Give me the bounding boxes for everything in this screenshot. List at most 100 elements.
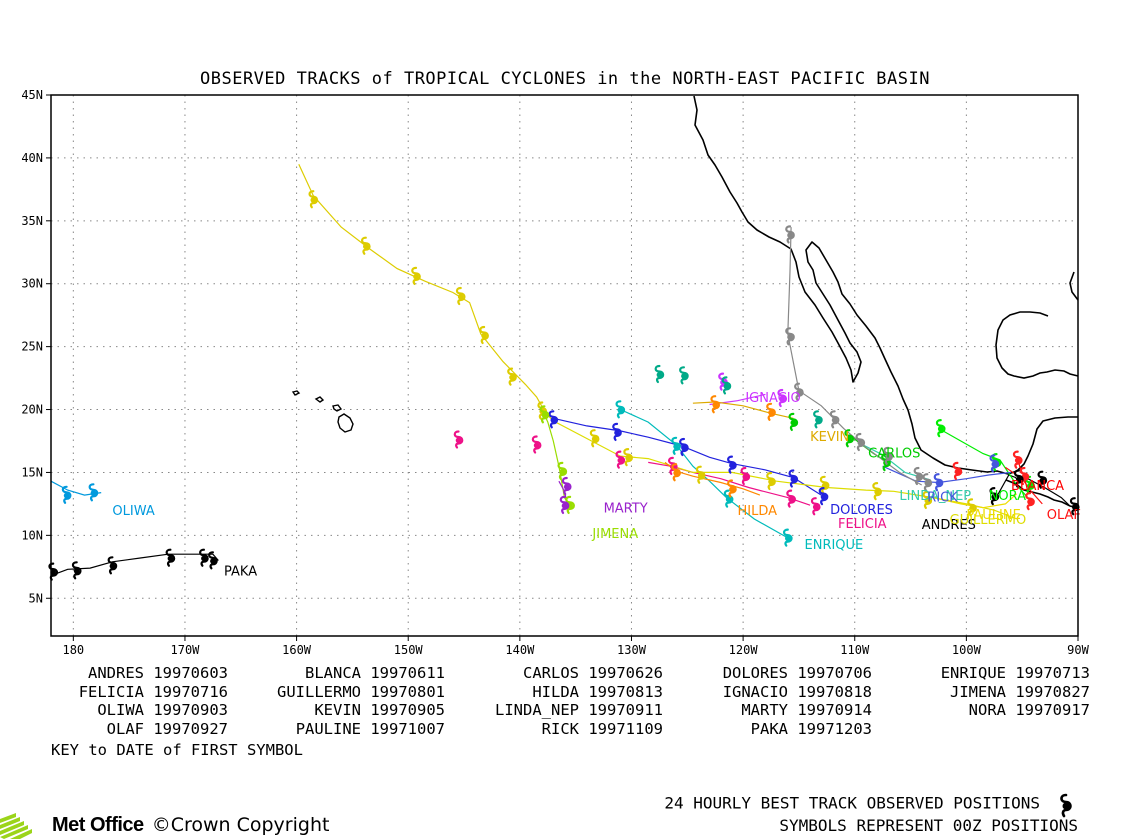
lon-tick-label: 110W bbox=[840, 643, 870, 657]
lat-tick-label: 15N bbox=[21, 465, 43, 479]
key-row: OLAF 19970927 PAULINE 19971007 RICK 199711… bbox=[106, 720, 872, 739]
cyclone-symbol-icon bbox=[548, 410, 559, 429]
cyclone-symbol-icon bbox=[615, 400, 626, 419]
cyclone-symbol-icon bbox=[623, 448, 633, 467]
lat-tick-label: 25N bbox=[21, 340, 43, 354]
cyclone-symbol-icon bbox=[411, 266, 421, 285]
cyclone-symbol-icon bbox=[989, 454, 1000, 473]
lat-tick-label: 10N bbox=[21, 528, 43, 542]
cyclone-symbol-icon bbox=[1037, 470, 1048, 489]
track-map: ANDRES BLANCA CARLOS DOLORES ENRIQUE FELICIA G… bbox=[21, 88, 1089, 657]
lon-tick-label: 90W bbox=[1067, 643, 1089, 657]
cyclone-symbol-icon bbox=[559, 495, 570, 514]
lon-tick-label: 160W bbox=[282, 643, 312, 657]
cyclone-symbol-icon bbox=[531, 435, 542, 454]
cyclone-symbol-icon bbox=[208, 551, 218, 570]
cyclone-symbol-icon bbox=[786, 489, 796, 508]
cyclone-symbol-icon bbox=[615, 450, 626, 469]
copyright-text: ©Crown Copyright bbox=[151, 814, 330, 836]
cyclone-symbol-icon bbox=[679, 437, 689, 457]
cyclone-symbol-icon bbox=[952, 461, 963, 480]
cyclone-symbol-icon bbox=[766, 402, 776, 421]
cyclone-symbol-icon bbox=[199, 548, 209, 567]
cyclone-symbol-icon bbox=[777, 388, 788, 408]
cyclone-symbol-icon bbox=[922, 473, 933, 492]
cyclone-symbol-icon bbox=[671, 463, 681, 482]
met-office-logo-icon bbox=[0, 813, 32, 839]
cyclone-symbol-icon bbox=[557, 461, 568, 480]
track-line bbox=[932, 493, 1018, 509]
storm-label: MARTY bbox=[604, 502, 648, 517]
tracks-layer bbox=[50, 163, 1070, 577]
storm-label: DOLORES bbox=[830, 503, 893, 518]
storm-label: JIMENA bbox=[591, 527, 638, 542]
key-row: OLIWA 19970903 KEVIN 19970905 LINDA_NEP 19… bbox=[97, 701, 1090, 720]
storm-label: LINDA_NEP bbox=[899, 489, 971, 504]
cyclone-symbol-icon bbox=[872, 482, 882, 501]
cyclone-symbol-icon bbox=[453, 430, 464, 449]
labels-layer: ANDRES BLANCA CARLOS DOLORES ENRIQUE FELICIA G… bbox=[112, 391, 1081, 580]
lon-tick-label: 140W bbox=[505, 643, 535, 657]
cyclone-symbol-icon bbox=[844, 429, 855, 448]
key-row: FELICIA 19970716 GUILLERMO 19970801 HILDA … bbox=[78, 682, 1090, 701]
storm-label: GUILLERMO bbox=[950, 513, 1027, 528]
lon-tick-label: 100W bbox=[952, 643, 982, 657]
coastline-yucatan bbox=[995, 271, 1079, 379]
cyclone-symbol-icon bbox=[883, 446, 894, 465]
logo-text: Met Office bbox=[52, 813, 144, 836]
cyclone-symbol-icon bbox=[107, 556, 118, 575]
cyclone-symbol-icon bbox=[935, 419, 946, 438]
key-row: ANDRES 19970603 BLANCA 19970611 CARLOS 199… bbox=[88, 664, 1090, 682]
lon-tick-label: 170W bbox=[171, 643, 201, 657]
track-line bbox=[539, 406, 1017, 520]
cyclone-symbol-icon bbox=[922, 490, 933, 509]
cyclone-symbol-icon bbox=[829, 410, 840, 429]
cyclone-symbol-icon bbox=[782, 528, 793, 547]
key-note: KEY to DATE of FIRST SYMBOL bbox=[51, 741, 303, 759]
map-frame bbox=[50, 94, 1079, 637]
cyclone-symbol-icon bbox=[539, 405, 550, 424]
cyclone-symbol-icon bbox=[71, 561, 82, 580]
symbols-layer bbox=[48, 190, 1080, 581]
lat-tick-label: 35N bbox=[21, 214, 43, 228]
storm-label: ANDRES bbox=[922, 518, 976, 533]
cyclone-symbol-icon bbox=[710, 395, 721, 414]
track-line bbox=[553, 417, 822, 496]
storm-label: NORA bbox=[989, 489, 1026, 504]
cyclone-symbol-icon bbox=[612, 422, 622, 441]
cyclone-symbol-icon bbox=[165, 548, 176, 567]
cyclone-symbol-icon bbox=[679, 366, 689, 385]
cyclone-symbol-icon bbox=[455, 286, 466, 306]
storm-label: BLANCA bbox=[1011, 479, 1064, 494]
track-line bbox=[298, 163, 543, 408]
cyclone-symbol-icon bbox=[989, 487, 1000, 506]
storm-label: OLIWA bbox=[112, 504, 154, 519]
cyclone-symbol-icon bbox=[813, 410, 823, 429]
lon-tick-label: 120W bbox=[729, 643, 759, 657]
cyclone-symbol-icon bbox=[1012, 450, 1023, 469]
cyclone-symbol-icon bbox=[933, 473, 944, 492]
storm-label: IGNACIO bbox=[745, 391, 800, 406]
cyclone-symbol-icon bbox=[1025, 492, 1035, 511]
met-office-logo: Met Office ©Crown Copyright bbox=[0, 810, 329, 840]
cyclone-symbol-icon bbox=[788, 469, 799, 488]
cyclone-symbol-icon bbox=[589, 429, 600, 448]
cyclone-symbol-icon bbox=[654, 364, 665, 384]
cyclone-symbol-icon bbox=[913, 466, 924, 486]
cyclone-symbol-icon bbox=[721, 376, 732, 395]
axis-ticks: 45N 40N 35N 30N 25N 20N 15N 10N 5N 180 170W 160W 150… bbox=[21, 88, 1089, 657]
hawaii-island bbox=[291, 390, 354, 433]
cyclone-symbol-icon bbox=[308, 190, 319, 209]
storm-label: FELICIA bbox=[838, 517, 887, 532]
footer-line-2: SYMBOLS REPRESENT 00Z POSITIONS bbox=[779, 816, 1078, 835]
cyclone-symbol-icon bbox=[967, 498, 977, 517]
cyclone-symbol-icon bbox=[727, 455, 737, 474]
cyclone-symbol-icon bbox=[88, 483, 99, 502]
footer-line-1: 24 HOURLY BEST TRACK OBSERVED POSITIONS bbox=[664, 790, 1078, 818]
lat-tick-label: 20N bbox=[21, 403, 43, 417]
cyclone-symbol-icon bbox=[818, 487, 829, 506]
storm-label: PAKA bbox=[224, 565, 257, 580]
storm-label: OLAF bbox=[1047, 508, 1081, 523]
track-line bbox=[1005, 466, 1043, 505]
coastline-north-america bbox=[693, 95, 1078, 475]
